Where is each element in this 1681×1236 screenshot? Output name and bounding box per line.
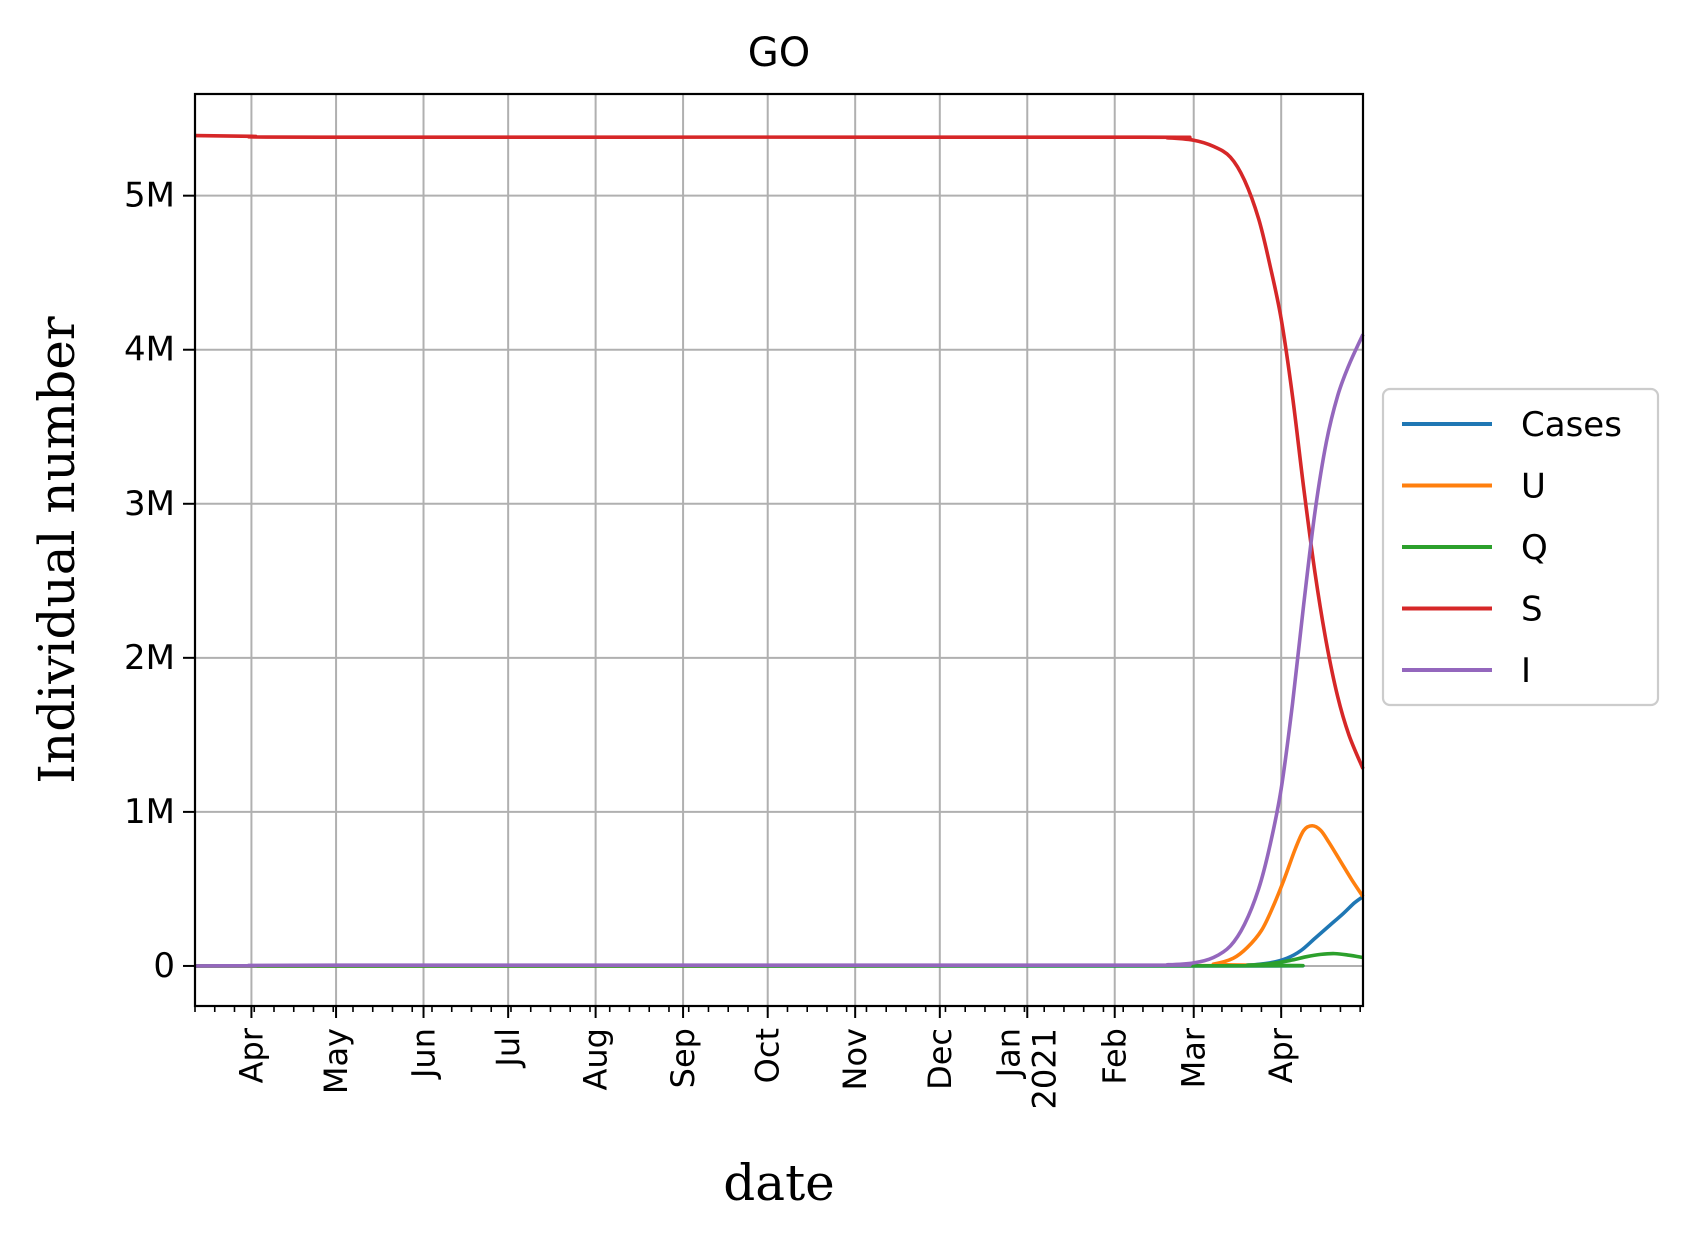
x-tick-label-line: Jun	[405, 1028, 443, 1080]
legend-box	[1381, 387, 1660, 707]
x-tick-label: Feb	[1096, 1028, 1134, 1085]
y-axis-label: Individual number	[28, 316, 86, 784]
y-tick-label: 0	[153, 946, 175, 986]
x-tick-label: Apr	[1262, 1027, 1300, 1083]
x-tick-label: Jun	[405, 1028, 443, 1080]
x-tick-label-line: May	[317, 1028, 355, 1094]
x-tick-label: Sep	[664, 1028, 702, 1088]
x-axis-label: date	[723, 1154, 835, 1212]
x-tick-label: Jul	[489, 1028, 527, 1069]
x-tick-label: Oct	[749, 1028, 787, 1083]
series-line-s	[194, 133, 1365, 770]
x-tick-label: Aug	[577, 1028, 615, 1090]
x-tick-label-line: Nov	[836, 1028, 874, 1090]
legend-label-s: S	[1521, 590, 1543, 630]
y-tick-label: 4M	[124, 330, 175, 370]
y-tick-label: 2M	[124, 638, 175, 678]
x-tick-label-line: 2021	[1025, 1028, 1063, 1109]
chart-title: GO	[748, 30, 810, 76]
x-tick-label-line: Apr	[1262, 1027, 1300, 1083]
x-tick-label: Mar	[1175, 1027, 1213, 1088]
x-tick-label-line: Mar	[1175, 1027, 1213, 1088]
x-tick-label-line: Dec	[921, 1028, 959, 1090]
legend-label-cases: Cases	[1521, 405, 1622, 445]
x-tick-label-line: Feb	[1096, 1028, 1134, 1085]
x-tick-label-line: Jan	[989, 1028, 1027, 1079]
series-line-i	[194, 333, 1365, 968]
x-tick-label-line: Aug	[577, 1028, 615, 1090]
x-tick-label: Dec	[921, 1028, 959, 1090]
x-tick-label-line: Apr	[232, 1027, 270, 1083]
x-tick-label: Apr	[232, 1027, 270, 1083]
y-tick-label: 5M	[124, 176, 175, 216]
plot-frame	[193, 92, 1365, 1008]
legend-label-q: Q	[1521, 528, 1548, 568]
legend-label-i: I	[1521, 651, 1531, 691]
x-tick-label-line: Jul	[489, 1028, 527, 1069]
y-tick-label: 3M	[124, 484, 175, 524]
x-tick-label: Jan2021	[989, 1028, 1063, 1109]
y-tick-label: 1M	[124, 792, 175, 832]
x-tick-label-line: Sep	[664, 1028, 702, 1088]
x-tick-label-line: Oct	[749, 1028, 787, 1083]
series-layer	[194, 133, 1365, 968]
x-tick-label: Nov	[836, 1028, 874, 1090]
x-tick-label: May	[317, 1028, 355, 1094]
legend-label-u: U	[1521, 467, 1546, 507]
tick-layer: Apr May Jun Jul Aug Sep Oct Nov Dec Jan2021 Feb Mar…	[124, 176, 1361, 1109]
